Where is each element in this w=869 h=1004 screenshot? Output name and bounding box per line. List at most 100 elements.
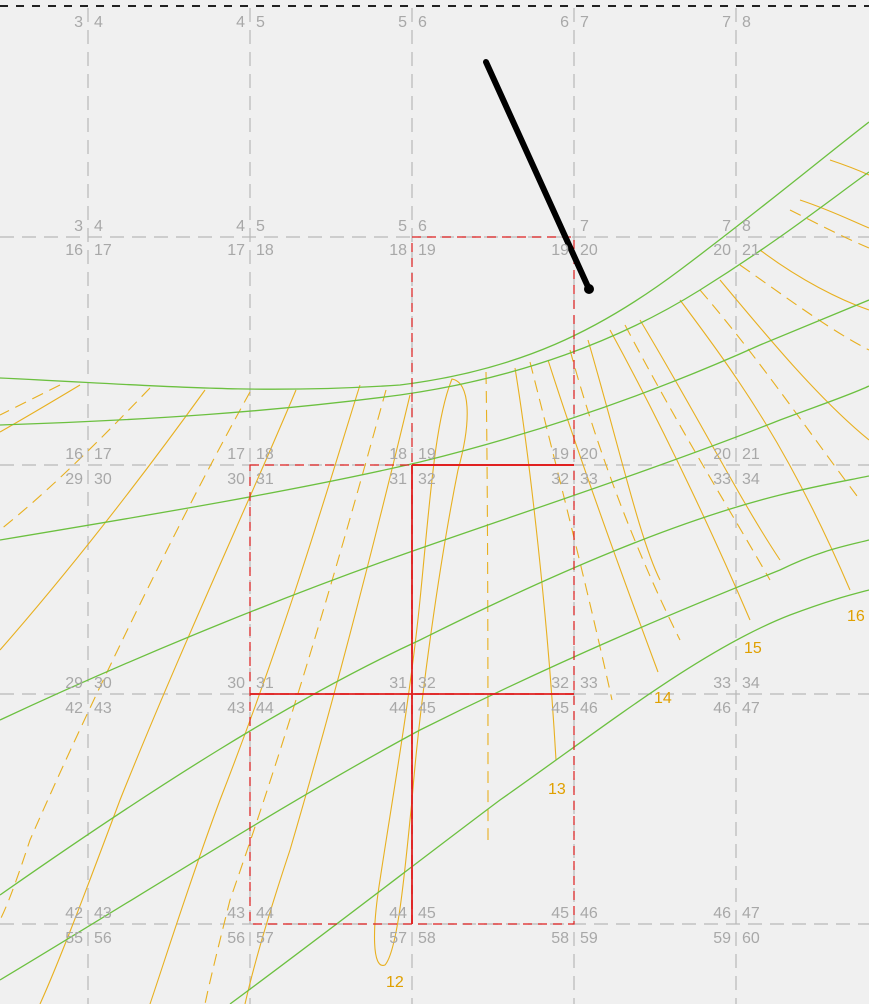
- day-curves: [0, 121, 869, 1004]
- grid-label: 16: [65, 242, 83, 259]
- grid-label: 32: [418, 675, 436, 692]
- hour-label-layer: 12 13 14 15 16: [386, 608, 865, 991]
- grid-label: 58: [418, 930, 436, 947]
- grid-label: 4: [236, 14, 245, 31]
- hour-half-line: [0, 387, 151, 531]
- grid-label: 55: [65, 930, 83, 947]
- selection-boxes: [249, 236, 575, 925]
- grid-label: 20: [580, 446, 598, 463]
- hour-half-line: [569, 349, 681, 641]
- grid-label: 6: [418, 14, 427, 31]
- hour-line-13: [514, 367, 557, 761]
- grid-label: 45: [551, 905, 569, 922]
- grid-label: 21: [742, 446, 760, 463]
- grid-label: 45: [418, 905, 436, 922]
- day-curve-3: [0, 299, 869, 541]
- grid-label: 56: [227, 930, 245, 947]
- grid-label: 58: [551, 930, 569, 947]
- grid-label: 4: [94, 218, 103, 235]
- grid-label: 59: [580, 930, 598, 947]
- grid-label: 17: [227, 446, 245, 463]
- grid-label: 19: [418, 242, 436, 259]
- hour-half-line: [739, 264, 869, 351]
- hour-half-line: [624, 324, 771, 581]
- grid-lines: [0, 8, 869, 1004]
- grid-label: 8: [742, 14, 751, 31]
- grid-label: 20: [713, 446, 731, 463]
- grid-label: 44: [256, 700, 274, 717]
- hour-label-15: 15: [744, 640, 762, 657]
- grid-label: 44: [389, 700, 407, 717]
- day-curve-7: [229, 589, 869, 1004]
- grid-label: 18: [256, 446, 274, 463]
- grid-label: 7: [722, 14, 731, 31]
- grid-label: 34: [742, 471, 760, 488]
- grid-label: 32: [551, 471, 569, 488]
- grid-label: 46: [580, 905, 598, 922]
- grid-label: 17: [94, 446, 112, 463]
- grid-label: 20: [580, 242, 598, 259]
- grid-label: 43: [227, 905, 245, 922]
- grid-label: 20: [713, 242, 731, 259]
- grid-label: 46: [580, 700, 598, 717]
- grid-label: 44: [256, 905, 274, 922]
- grid-label: 57: [256, 930, 274, 947]
- hour-half-line: [789, 209, 869, 249]
- hour-line-14b: [587, 339, 661, 581]
- grid-label: 4: [236, 218, 245, 235]
- hour-line-8: [0, 384, 81, 433]
- grid-label: 59: [713, 930, 731, 947]
- grid-label: 46: [713, 700, 731, 717]
- hour-lines-dashed: [0, 209, 869, 1004]
- hour-line-10: [39, 389, 297, 1004]
- grid-label: 19: [551, 242, 569, 259]
- hour-line-11b: [244, 394, 411, 1004]
- grid-label: 7: [580, 218, 589, 235]
- grid-label: 43: [94, 905, 112, 922]
- grid-label: 31: [256, 471, 274, 488]
- hour-line-12: [373, 378, 468, 966]
- grid-label: 33: [580, 471, 598, 488]
- grid-label: 46: [713, 905, 731, 922]
- grid-label-layer: 3 4 4 5 5 6 6 7 7 8 3 4 16 17 4 5 17 18 …: [65, 14, 760, 947]
- grid-label: 19: [418, 446, 436, 463]
- hour-line-19: [829, 159, 869, 176]
- selection-box-top: [411, 236, 575, 466]
- grid-label: 43: [94, 700, 112, 717]
- grid-label: 30: [227, 471, 245, 488]
- grid-label: 33: [713, 675, 731, 692]
- grid-label: 4: [94, 14, 103, 31]
- hour-lines: [0, 159, 869, 1004]
- hour-half-line: [485, 371, 489, 841]
- grid-label: 5: [398, 218, 407, 235]
- grid-label: 43: [227, 700, 245, 717]
- grid-label: 18: [389, 446, 407, 463]
- grid-label: 29: [65, 471, 83, 488]
- grid-label: 7: [580, 14, 589, 31]
- hour-line-18: [799, 199, 869, 229]
- grid-label: 57: [389, 930, 407, 947]
- grid-label: 32: [418, 471, 436, 488]
- grid-label: 5: [398, 14, 407, 31]
- hour-line-9: [0, 389, 206, 651]
- grid-label: 18: [389, 242, 407, 259]
- hour-label-13: 13: [548, 781, 566, 798]
- grid-label: 33: [580, 675, 598, 692]
- grid-label: 42: [65, 905, 83, 922]
- grid-label: 6: [418, 218, 427, 235]
- grid-label: 6: [560, 14, 569, 31]
- grid-label: 17: [227, 242, 245, 259]
- grid-label: 47: [742, 700, 760, 717]
- gnomon-line: [483, 59, 592, 292]
- grid-label: 56: [94, 930, 112, 947]
- grid-label: 17: [94, 242, 112, 259]
- grid-label: 45: [551, 700, 569, 717]
- grid-label: 21: [742, 242, 760, 259]
- grid-label: 3: [74, 218, 83, 235]
- hour-half-line: [0, 391, 251, 921]
- grid-label: 7: [722, 218, 731, 235]
- grid-label: 19: [551, 446, 569, 463]
- grid-label: 32: [551, 675, 569, 692]
- grid-label: 8: [742, 218, 751, 235]
